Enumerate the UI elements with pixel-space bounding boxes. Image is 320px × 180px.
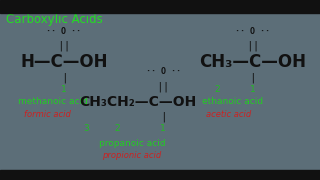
Text: ·· O ··: ·· O ·· [146,68,181,76]
Text: CH₃CH₂—C—OH: CH₃CH₂—C—OH [79,95,196,109]
Text: formic acid: formic acid [24,110,71,119]
Text: 2: 2 [215,86,220,94]
Text: 1: 1 [160,124,166,133]
Text: ||: || [57,41,71,51]
Text: propanoic acid: propanoic acid [99,140,166,148]
Text: ·· O ··: ·· O ·· [46,27,82,36]
Text: propionic acid: propionic acid [102,151,162,160]
Text: CH₃—C—OH: CH₃—C—OH [199,53,306,71]
Bar [0,0,320,13]
Text: |: | [60,72,68,83]
Text: methanoic acid: methanoic acid [18,97,87,106]
Text: 1: 1 [61,86,67,94]
Text: Carboxylic Acids: Carboxylic Acids [6,14,103,26]
Text: |: | [160,112,167,122]
Text: 3: 3 [84,124,89,133]
Text: ethanoic acid: ethanoic acid [202,97,263,106]
Text: 2: 2 [114,124,120,133]
Text: |: | [249,72,256,83]
Text: 1: 1 [250,86,256,94]
Text: acetic acid: acetic acid [206,110,252,119]
Text: H—C—OH: H—C—OH [20,53,108,71]
Bar [0,170,320,180]
Text: ·· O ··: ·· O ·· [235,27,270,36]
Text: ||: || [156,81,170,92]
Text: ||: || [246,41,260,51]
